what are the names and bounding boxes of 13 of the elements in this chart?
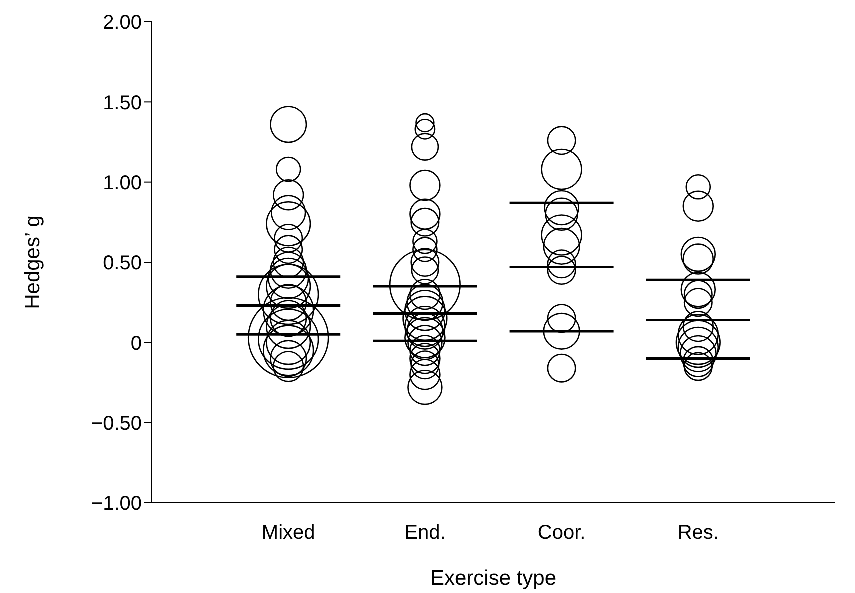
- x-axis-title: Exercise type: [430, 567, 557, 590]
- y-tick-label: 1.00: [103, 172, 142, 194]
- y-axis-title: Hedges’ g: [21, 216, 44, 310]
- x-tick-label: Mixed: [262, 522, 316, 544]
- x-tick-label: Res.: [678, 522, 719, 544]
- y-tick-label: 1.50: [103, 92, 142, 114]
- y-tick-label: 2.00: [103, 12, 142, 34]
- x-tick-label: Coor.: [538, 522, 586, 544]
- y-tick-label: −1.00: [91, 493, 142, 516]
- y-tick-label: 0.50: [103, 252, 142, 275]
- y-tick-label: 0: [130, 332, 142, 355]
- x-tick-label: End.: [404, 522, 446, 544]
- y-tick-label: −0.50: [91, 412, 142, 435]
